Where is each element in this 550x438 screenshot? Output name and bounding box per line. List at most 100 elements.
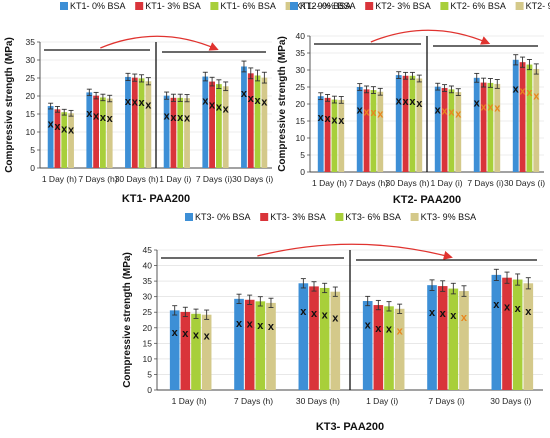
legend-entry: KT3- 0% BSA bbox=[195, 212, 251, 222]
bar bbox=[61, 112, 68, 168]
significance-marker: x bbox=[331, 115, 338, 127]
legend-entry: KT2- 3% BSA bbox=[375, 1, 431, 11]
legend-swatch bbox=[515, 2, 524, 10]
significance-marker: x bbox=[247, 319, 254, 331]
significance-marker: x bbox=[322, 309, 329, 321]
bar bbox=[234, 298, 244, 390]
significance-marker: x bbox=[448, 107, 455, 119]
bar bbox=[255, 301, 266, 390]
x-tick-label: 1 Day (h) bbox=[172, 396, 207, 406]
significance-marker: x bbox=[325, 113, 332, 125]
y-tick-label: 35 bbox=[143, 276, 153, 286]
y-tick-label: 25 bbox=[143, 307, 153, 317]
y-tick-label: 30 bbox=[143, 292, 153, 302]
significance-marker: x bbox=[204, 330, 211, 342]
significance-marker: x bbox=[474, 98, 481, 110]
bar bbox=[298, 283, 309, 390]
bar bbox=[309, 286, 319, 390]
significance-marker: x bbox=[513, 83, 520, 95]
bar bbox=[317, 96, 324, 172]
y-tick-label: 0 bbox=[300, 167, 305, 177]
bar bbox=[106, 98, 113, 168]
y-axis-label: Compressive strength (MPa) bbox=[4, 37, 15, 173]
bar bbox=[448, 89, 455, 172]
bar bbox=[244, 299, 255, 390]
significance-marker: x bbox=[396, 95, 403, 107]
x-tick-label: 30 Days (i) bbox=[490, 396, 531, 406]
bar bbox=[409, 75, 416, 172]
bar bbox=[169, 310, 180, 390]
bar bbox=[384, 306, 394, 390]
legend-entry: KT2- 0% BSA bbox=[300, 1, 356, 11]
bar bbox=[100, 97, 106, 168]
bar bbox=[519, 62, 526, 172]
y-tick-label: 0 bbox=[30, 163, 35, 173]
bar bbox=[512, 279, 523, 390]
significance-marker: x bbox=[100, 112, 107, 124]
bar bbox=[324, 97, 331, 172]
y-tick-label: 20 bbox=[143, 323, 153, 333]
legend-entry: KT2- 6% BSA bbox=[450, 1, 506, 11]
y-tick-label: 5 bbox=[30, 145, 35, 155]
x-tick-label: 30 Days (h) bbox=[296, 396, 340, 406]
legend-swatch bbox=[135, 2, 144, 10]
x-tick-label: 7 Days (i) bbox=[196, 174, 233, 184]
significance-marker: x bbox=[132, 97, 139, 109]
legend-swatch bbox=[365, 2, 374, 10]
significance-marker: x bbox=[48, 119, 55, 131]
significance-marker: x bbox=[504, 301, 511, 313]
bar bbox=[494, 83, 501, 172]
bar bbox=[170, 97, 177, 168]
bar bbox=[86, 92, 93, 168]
chart-title: KT3- PAA200 bbox=[316, 421, 384, 433]
bar bbox=[138, 78, 145, 168]
bar bbox=[266, 302, 276, 390]
bar bbox=[487, 82, 494, 172]
x-tick-label: 1 Day (h) bbox=[42, 174, 77, 184]
legend-entry: KT1- 0% BSA bbox=[70, 1, 126, 11]
y-tick-label: 35 bbox=[296, 48, 306, 58]
bar bbox=[254, 75, 261, 168]
significance-marker: x bbox=[416, 98, 423, 110]
significance-marker: x bbox=[429, 307, 436, 319]
bar bbox=[473, 77, 480, 172]
significance-marker: x bbox=[525, 306, 532, 318]
significance-marker: x bbox=[311, 308, 318, 320]
trend-arrow bbox=[257, 243, 453, 260]
y-tick-label: 30 bbox=[26, 55, 36, 65]
significance-marker: x bbox=[177, 112, 184, 124]
y-tick-label: 15 bbox=[296, 116, 306, 126]
bar bbox=[362, 301, 373, 390]
y-tick-label: 15 bbox=[143, 338, 153, 348]
y-tick-label: 40 bbox=[143, 261, 153, 271]
bar bbox=[247, 73, 254, 168]
legend-swatch bbox=[210, 2, 219, 10]
y-tick-label: 20 bbox=[26, 91, 36, 101]
significance-marker: x bbox=[61, 123, 68, 135]
y-axis-label: Compressive strength (MPa) bbox=[122, 252, 133, 388]
significance-marker: x bbox=[377, 108, 384, 120]
bar bbox=[363, 89, 370, 172]
bar bbox=[370, 90, 377, 172]
significance-marker: x bbox=[533, 91, 540, 103]
significance-marker: x bbox=[440, 308, 447, 320]
significance-marker: x bbox=[442, 105, 449, 117]
significance-marker: x bbox=[526, 87, 533, 99]
bar bbox=[402, 75, 409, 172]
bar bbox=[448, 288, 459, 390]
significance-marker: x bbox=[257, 320, 264, 332]
y-tick-label: 20 bbox=[296, 99, 306, 109]
y-tick-label: 5 bbox=[300, 150, 305, 160]
y-tick-label: 35 bbox=[26, 37, 36, 47]
significance-marker: x bbox=[450, 310, 457, 322]
bar bbox=[330, 291, 341, 390]
legend-entry: KT3- 6% BSA bbox=[345, 212, 401, 222]
significance-marker: x bbox=[409, 96, 416, 108]
bar bbox=[437, 286, 448, 390]
significance-marker: x bbox=[370, 107, 377, 119]
bar bbox=[191, 313, 201, 390]
significance-marker: x bbox=[193, 330, 200, 342]
x-tick-label: 7 Days (h) bbox=[234, 396, 273, 406]
bar bbox=[184, 98, 190, 168]
